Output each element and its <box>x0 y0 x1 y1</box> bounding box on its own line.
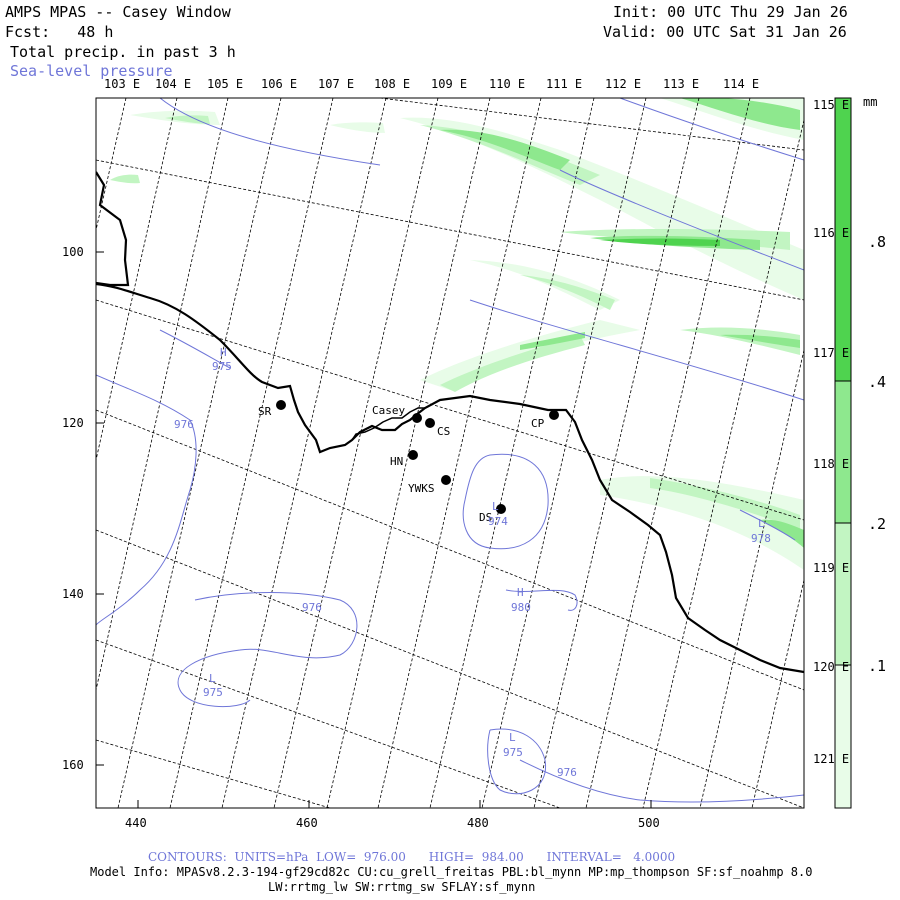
pressure-value: 976 <box>174 418 194 431</box>
model-info-2: LW:rrtmg_lw SW:rrtmg_sw SFLAY:sf_mynn <box>268 880 536 894</box>
station-markers <box>276 400 559 514</box>
lon-label: 108 E <box>374 77 411 91</box>
lon-label: 107 E <box>318 77 355 91</box>
lon-label-right: 118 E <box>813 457 850 471</box>
lon-label: 112 E <box>605 77 642 91</box>
station-dot-DS <box>496 504 506 514</box>
pressure-value: 976 <box>557 766 577 779</box>
y-tick-label: 100 <box>62 245 84 259</box>
station-label: SR <box>258 405 272 418</box>
pressure-center-letter: L <box>209 672 216 685</box>
pressure-value: 975 <box>203 686 223 699</box>
lon-label: 111 E <box>546 77 583 91</box>
field-name: Total precip. in past 3 h <box>10 43 236 61</box>
colorbar-bin-04 <box>835 381 851 523</box>
colorbar-label: .1 <box>868 657 887 675</box>
precip-shading <box>110 98 804 570</box>
lon-label: 106 E <box>261 77 298 91</box>
lon-label: 113 E <box>663 77 700 91</box>
colorbar-label: .2 <box>868 515 887 533</box>
colorbar <box>834 97 852 809</box>
casey-peninsula-coast <box>351 407 425 441</box>
model-info: Model Info: MPASv8.2.3-194-gf29cd82c CU:… <box>90 865 813 879</box>
colorbar-label: .8 <box>868 233 887 251</box>
pressure-center-letter: H <box>517 586 524 599</box>
pressure-center-letter: L <box>758 517 765 530</box>
station-label: CP <box>531 417 545 430</box>
pressure-value: 974 <box>488 515 508 528</box>
pressure-contours <box>96 98 804 803</box>
lat-lon-grid <box>96 98 804 808</box>
pressure-center-letter: H <box>220 346 227 359</box>
pressure-value: 975 <box>212 360 232 373</box>
station-label: YWKS <box>408 482 435 495</box>
station-label: Casey <box>372 404 405 417</box>
pressure-value: 975 <box>503 746 523 759</box>
lon-label: 104 E <box>155 77 192 91</box>
x-tick-label: 460 <box>296 816 318 830</box>
station-label: HN <box>390 455 403 468</box>
coastline <box>96 171 804 674</box>
station-dot-Casey <box>412 413 422 423</box>
colorbar-bin-08 <box>835 98 851 381</box>
station-label: CS <box>437 425 450 438</box>
colorbar-label: .4 <box>868 373 887 391</box>
overlay-name: Sea-level pressure <box>10 62 173 80</box>
lon-label: 105 E <box>207 77 244 91</box>
station-dot-YWKS <box>441 475 451 485</box>
forecast-hour: Fcst: 48 h <box>5 23 114 41</box>
pressure-value: 976 <box>302 601 322 614</box>
lon-label-right: 121 E <box>813 752 850 766</box>
map-title: AMPS MPAS -- Casey Window <box>5 3 231 21</box>
station-dot-CP <box>549 410 559 420</box>
y-tick-label: 120 <box>62 416 84 430</box>
valid-time: Valid: 00 UTC Sat 31 Jan 26 <box>603 23 847 41</box>
colorbar-bin-02 <box>835 523 851 665</box>
pressure-value: 980 <box>511 601 531 614</box>
colorbar-unit: mm <box>863 95 878 109</box>
x-tick-label: 500 <box>638 816 660 830</box>
lon-label-right: 117 E <box>813 346 850 360</box>
pressure-center-letter: L <box>492 500 499 513</box>
lon-label-right: 119 E <box>813 561 850 575</box>
y-tick-label: 140 <box>62 587 84 601</box>
x-tick-label: 480 <box>467 816 489 830</box>
lon-label: 114 E <box>723 77 760 91</box>
lon-label-right: 116 E <box>813 226 850 240</box>
station-dot-SR <box>276 400 286 410</box>
lon-label: 109 E <box>431 77 468 91</box>
x-tick-label: 440 <box>125 816 147 830</box>
station-label: DS <box>479 511 492 524</box>
lon-label: 103 E <box>104 77 141 91</box>
lon-label-right: 120 E <box>813 660 850 674</box>
plot-frame <box>95 97 805 809</box>
init-time: Init: 00 UTC Thu 29 Jan 26 <box>613 3 848 21</box>
station-dot-CS <box>425 418 435 428</box>
frame-ticks <box>96 251 652 808</box>
y-tick-label: 160 <box>62 758 84 772</box>
pressure-value: 978 <box>751 532 771 545</box>
station-dot-HN <box>408 450 418 460</box>
lon-label-right: 115 E <box>813 98 850 112</box>
contour-info: CONTOURS: UNITS=hPa LOW= 976.00 HIGH= 98… <box>148 850 676 864</box>
lon-label: 110 E <box>489 77 526 91</box>
colorbar-bin-01 <box>835 665 851 808</box>
pressure-center-letter: L <box>509 731 516 744</box>
